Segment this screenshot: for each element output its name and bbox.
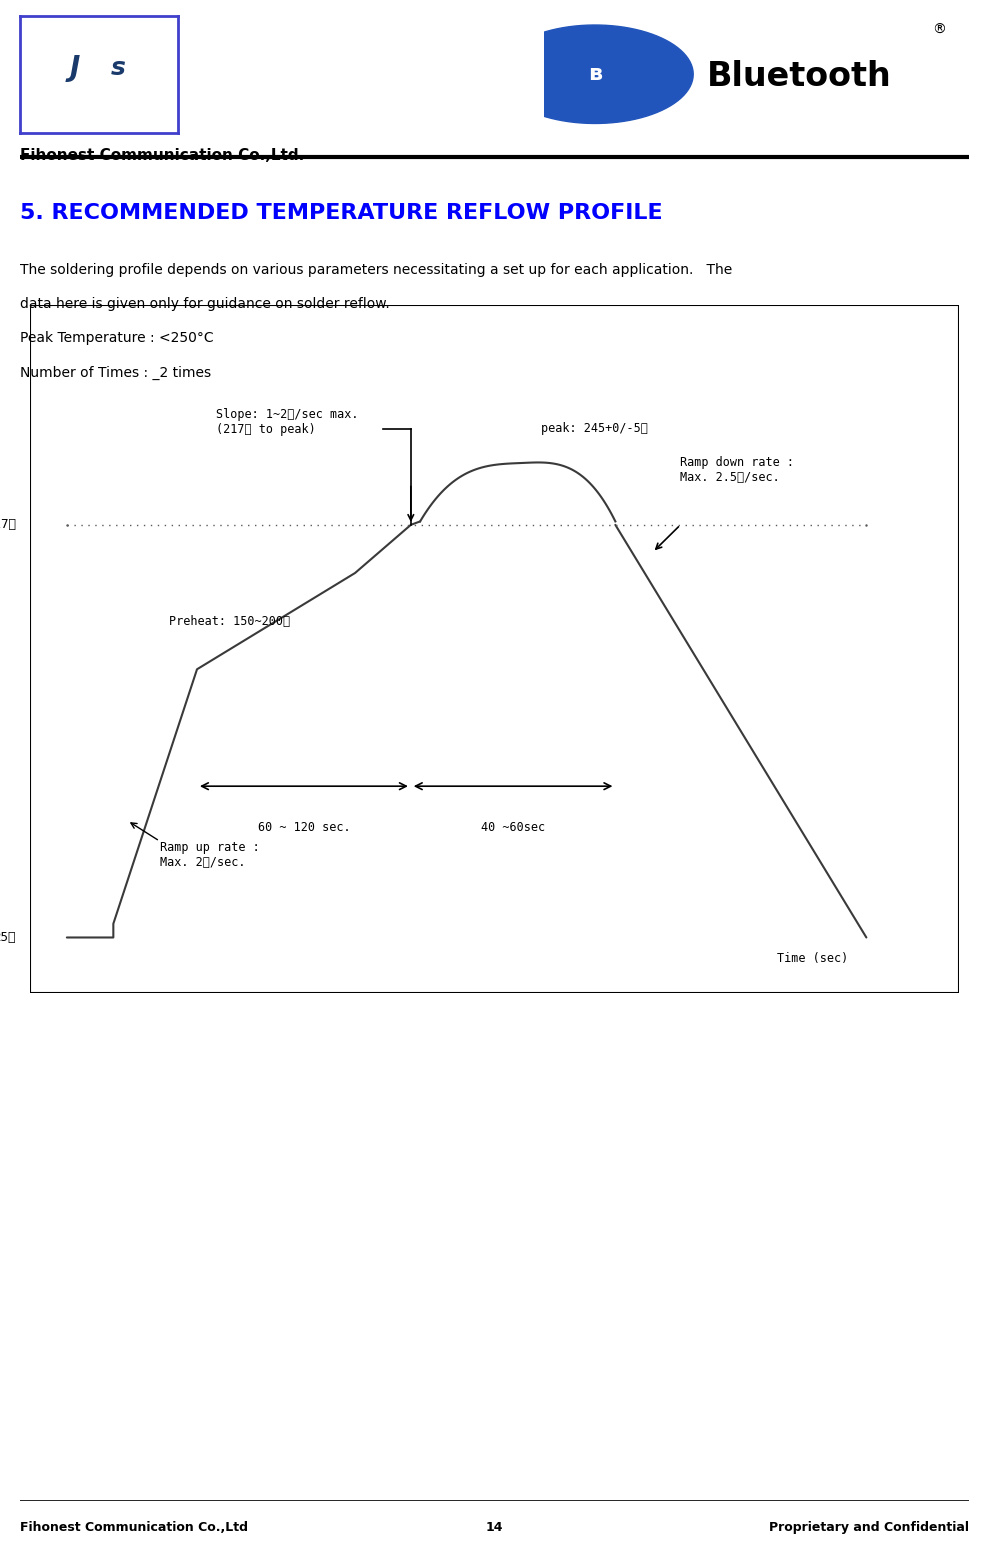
Text: The soldering profile depends on various parameters necessitating a set up for e: The soldering profile depends on various… [20, 263, 732, 277]
Text: Ramp down rate :
Max. 2.5℃/sec.: Ramp down rate : Max. 2.5℃/sec. [680, 456, 794, 485]
Text: Slope: 1~2℃/sec max.
(217℃ to peak): Slope: 1~2℃/sec max. (217℃ to peak) [216, 408, 358, 436]
Text: Ramp up rate :
Max. 2℃/sec.: Ramp up rate : Max. 2℃/sec. [160, 841, 259, 869]
Polygon shape [496, 25, 693, 123]
Text: data here is given only for guidance on solder reflow.: data here is given only for guidance on … [20, 297, 390, 311]
Text: Peak Temperature : <250°C: Peak Temperature : <250°C [20, 331, 214, 345]
Text: 217℃: 217℃ [0, 519, 16, 531]
Text: Time (sec): Time (sec) [776, 952, 848, 964]
Text: Proprietary and Confidential: Proprietary and Confidential [769, 1521, 969, 1535]
Text: Preheat: 150~200℃: Preheat: 150~200℃ [169, 614, 290, 628]
Text: Number of Times : _2 times: Number of Times : _2 times [20, 366, 211, 380]
Text: в: в [587, 64, 602, 84]
Text: s: s [111, 56, 126, 80]
Text: ®: ® [933, 23, 946, 36]
Text: 40 ~60sec: 40 ~60sec [481, 821, 545, 833]
Text: J: J [70, 55, 80, 83]
Text: Bluetooth: Bluetooth [707, 59, 891, 94]
Text: Fihonest Communication Co.,Ltd: Fihonest Communication Co.,Ltd [20, 1521, 248, 1535]
Text: 60 ~ 120 sec.: 60 ~ 120 sec. [257, 821, 350, 833]
Text: 14: 14 [486, 1521, 503, 1535]
Text: 25℃: 25℃ [0, 932, 16, 944]
Text: 5. RECOMMENDED TEMPERATURE REFLOW PROFILE: 5. RECOMMENDED TEMPERATURE REFLOW PROFIL… [20, 203, 663, 224]
Text: peak: 245+0/-5℃: peak: 245+0/-5℃ [541, 422, 648, 435]
Text: Fihonest Communication Co.,Ltd.: Fihonest Communication Co.,Ltd. [20, 148, 304, 164]
